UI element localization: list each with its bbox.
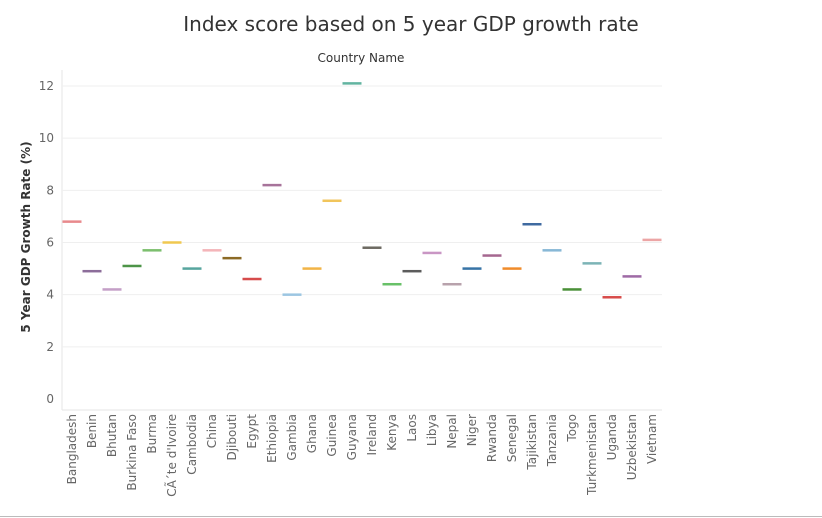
x-tick-label: Bangladesh [65, 414, 79, 484]
data-mark[interactable] [562, 288, 582, 291]
data-mark[interactable] [182, 267, 202, 270]
y-tick-label: 0 [46, 392, 54, 406]
data-mark[interactable] [462, 267, 482, 270]
x-tick-label: Egypt [245, 414, 259, 449]
data-mark[interactable] [302, 267, 322, 270]
data-mark[interactable] [542, 249, 562, 252]
data-mark[interactable] [62, 220, 82, 223]
x-tick-label: Djibouti [225, 414, 239, 461]
chart-title: Index score based on 5 year GDP growth r… [183, 12, 639, 36]
data-mark[interactable] [402, 269, 422, 273]
data-mark[interactable] [262, 183, 282, 187]
data-mark[interactable] [142, 249, 162, 252]
x-tick-label: Senegal [505, 414, 519, 462]
x-tick-label: China [205, 414, 219, 448]
data-mark[interactable] [522, 222, 542, 226]
data-mark[interactable] [362, 246, 382, 249]
y-tick-label: 8 [46, 183, 54, 197]
x-tick-label: Tanzania [545, 414, 559, 467]
x-tick-label: Togo [565, 414, 579, 443]
data-mark[interactable] [342, 82, 362, 85]
x-tick-label: Niger [465, 414, 479, 446]
x-tick-label: Ghana [305, 414, 319, 453]
gridlines [61, 70, 662, 411]
data-mark[interactable] [162, 241, 182, 244]
x-tick-label: Tajikistan [525, 414, 539, 471]
y-axis-ticks: 0 2 4 6 8 10 12 [39, 79, 54, 406]
x-tick-label: Kenya [385, 414, 399, 451]
data-mark[interactable] [482, 254, 502, 257]
data-mark[interactable] [422, 251, 442, 255]
x-tick-label: Cambodia [185, 414, 199, 475]
x-tick-label: Benin [85, 414, 99, 448]
x-tick-label: Laos [405, 414, 419, 442]
data-mark[interactable] [502, 267, 522, 270]
x-tick-label: Burkina Faso [125, 414, 139, 491]
x-tick-label: CÃ´te d'Ivoire [164, 414, 179, 497]
bottom-border [0, 516, 822, 517]
data-mark[interactable] [642, 238, 662, 242]
x-tick-label: Uzbekistan [625, 414, 639, 480]
data-mark[interactable] [382, 282, 402, 286]
data-marks [62, 82, 662, 299]
x-tick-label: Burma [145, 414, 159, 454]
data-mark[interactable] [582, 262, 602, 265]
data-mark[interactable] [202, 249, 222, 252]
x-tick-label: Ethiopia [265, 414, 279, 463]
data-mark[interactable] [222, 256, 242, 260]
y-tick-label: 6 [46, 236, 54, 250]
y-tick-label: 4 [46, 288, 54, 302]
x-tick-label: Nepal [445, 414, 459, 449]
y-tick-label: 2 [46, 340, 54, 354]
x-tick-label: Vietnam [645, 414, 659, 464]
data-mark[interactable] [282, 293, 302, 296]
column-header-label: Country Name [317, 51, 405, 65]
x-tick-label: Bhutan [105, 414, 119, 457]
y-tick-label: 10 [39, 131, 54, 145]
data-mark[interactable] [102, 288, 122, 291]
x-tick-label: Ireland [365, 414, 379, 456]
data-mark[interactable] [442, 282, 462, 286]
data-mark[interactable] [242, 277, 262, 281]
data-mark[interactable] [122, 264, 142, 268]
x-tick-label: Turkmenistan [585, 414, 599, 496]
y-tick-label: 12 [39, 79, 54, 93]
data-mark[interactable] [602, 296, 622, 299]
data-mark[interactable] [322, 199, 342, 203]
data-mark[interactable] [622, 275, 642, 278]
x-tick-label: Libya [425, 414, 439, 446]
x-tick-label: Uganda [605, 414, 619, 460]
x-axis-ticks: Bangladesh Benin Bhutan Burkina Faso Burma CÃ… [65, 414, 659, 497]
x-tick-label: Guyana [345, 414, 359, 460]
data-mark[interactable] [82, 269, 102, 273]
x-tick-label: Guinea [325, 414, 339, 457]
x-tick-label: Rwanda [485, 414, 499, 462]
x-tick-label: Gambia [285, 414, 299, 461]
